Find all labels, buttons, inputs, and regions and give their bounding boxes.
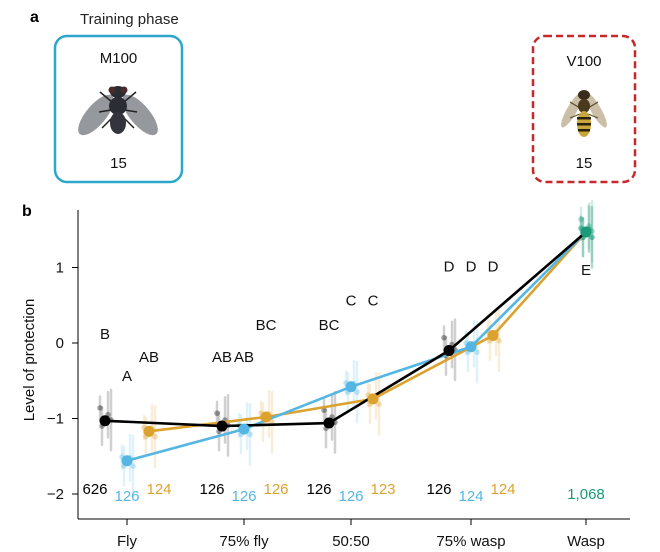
series-means [99, 226, 592, 467]
mean-marker [216, 420, 228, 432]
individual-point [152, 433, 158, 440]
y-ticks: 1 0 −1 −2 [47, 260, 78, 503]
m100-card [53, 34, 184, 184]
panel-b: b Level of protection 1 0 −1 −2 Fly 75% fly 5… [21, 199, 630, 550]
individual-point [97, 405, 103, 411]
mean-marker [580, 226, 592, 238]
sample-size-labels: 626 126 124 126 126 126 126 126 123 126 124 124 1,06… [82, 481, 604, 505]
significance-letter: BC [256, 317, 277, 334]
x-tick-label: 75% fly [219, 533, 269, 550]
individual-point [321, 407, 327, 413]
significance-letter: E [581, 262, 591, 279]
y-tick-label: −2 [47, 486, 64, 503]
individual-point [354, 389, 360, 395]
training-phase-title: Training phase [80, 11, 179, 28]
significance-letter: AB [212, 349, 232, 366]
v100-title: V100 [566, 53, 601, 70]
mean-marker [367, 393, 379, 405]
individual-point [130, 463, 136, 469]
mean-marker [143, 425, 155, 437]
y-tick-label: 0 [56, 335, 64, 352]
x-tick-label: Wasp [567, 533, 605, 550]
mean-marker [345, 381, 357, 393]
y-tick-label: −1 [47, 411, 64, 428]
individual-point [214, 410, 220, 417]
individual-point [589, 234, 595, 241]
individual-point [441, 334, 447, 341]
significance-letter: BC [319, 317, 340, 334]
significance-letter: AB [234, 349, 254, 366]
significance-letter: D [488, 258, 499, 275]
sample-size-label: 124 [146, 481, 171, 498]
sample-size-label: 126 [231, 488, 256, 505]
significance-letter: D [466, 258, 477, 275]
significance-letter: B [100, 326, 110, 343]
sample-size-label: 126 [426, 481, 451, 498]
v100-count: 15 [576, 155, 593, 172]
sample-size-label: 123 [370, 481, 395, 498]
sample-size-label: 124 [490, 481, 515, 498]
x-tick-label: 50:50 [332, 533, 370, 550]
significance-letter: C [368, 292, 379, 309]
v100-card [531, 34, 637, 184]
wasp-icon [561, 90, 607, 137]
sample-size-label: 126 [114, 488, 139, 505]
x-ticks: Fly 75% fly 50:50 75% wasp Wasp [117, 519, 605, 550]
significance-letter: C [346, 292, 357, 309]
mean-marker [443, 345, 455, 357]
mean-marker [260, 411, 272, 423]
sample-size-label: 1,068 [567, 486, 605, 503]
sample-size-label: 126 [263, 481, 288, 498]
individual-point [474, 349, 480, 355]
x-tick-label: Fly [117, 533, 137, 550]
mean-marker [238, 423, 250, 435]
individual-points [97, 199, 595, 498]
panel-a-label: a [30, 9, 39, 26]
m100-title: M100 [100, 50, 138, 67]
panel-b-label: b [22, 203, 32, 220]
y-tick-label: 1 [56, 260, 64, 277]
sample-size-label: 124 [458, 488, 483, 505]
sample-size-label: 126 [199, 481, 224, 498]
fly-icon [78, 86, 158, 136]
sample-size-label: 126 [306, 481, 331, 498]
mean-marker [121, 455, 133, 467]
individual-point [578, 216, 584, 222]
m100-count: 15 [110, 155, 127, 172]
individual-point [247, 431, 253, 438]
individual-point [376, 401, 382, 407]
significance-letter: A [122, 368, 132, 385]
mean-marker [323, 417, 335, 429]
sample-size-label: 126 [338, 488, 363, 505]
sample-size-label: 626 [82, 481, 107, 498]
individual-point [589, 234, 595, 241]
series-line [104, 231, 587, 428]
significance-letter: AB [139, 349, 159, 366]
significance-letter: D [444, 258, 455, 275]
mean-marker [99, 415, 111, 427]
x-tick-label: 75% wasp [436, 533, 505, 550]
series-lines [104, 231, 587, 463]
y-axis-label: Level of protection [21, 299, 38, 422]
individual-point [496, 337, 502, 344]
mean-marker [465, 341, 477, 353]
mean-marker [487, 329, 499, 341]
panel-a: a Training phase M100 15 V100 [30, 9, 637, 184]
